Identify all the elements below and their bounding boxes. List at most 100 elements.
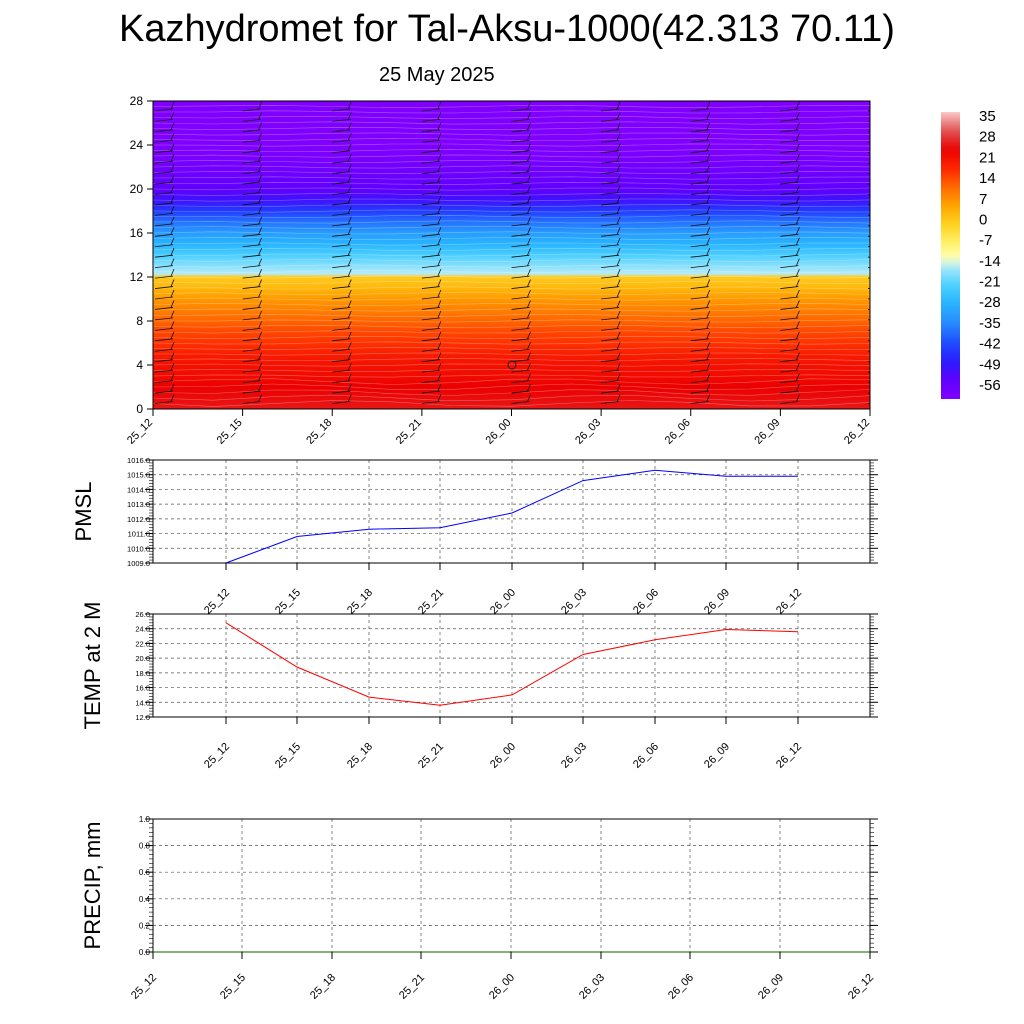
wind-barb [780,181,799,185]
wind-barb [154,233,174,237]
wind-barb [421,265,440,269]
wind-barb-flag [616,206,621,214]
wind-barb-flag [884,353,887,360]
wind-barb-flag [258,122,262,130]
wind-barb-flag [616,216,621,225]
wind-barb [867,340,870,342]
wind-barb-flag [170,133,175,141]
wind-barb-flag [884,395,887,402]
wind-barb [332,139,351,143]
wind-barb-flag [796,164,800,172]
wind-barb-flag [258,153,262,162]
wind-barb [421,150,440,154]
wind-barb-flag [706,227,711,235]
wind-barb-flag [437,268,442,277]
x-tick-label: 25_21 [416,587,446,617]
wind-barb [332,401,351,404]
wind-barb-flag [170,279,175,287]
wind-barb-flag [347,206,352,214]
wind-barb [690,390,709,394]
isotherm-line [153,215,870,219]
wind-barb [690,348,709,352]
wind-barb [511,118,530,122]
wind-barb [690,171,709,174]
colorbar-label: -42 [979,336,1001,353]
isotherm-line [153,313,870,318]
wind-barb-flag [616,122,621,130]
wind-barb [867,256,870,258]
wind-barb [690,139,709,143]
wind-barb [242,129,261,133]
wind-barb-flag [616,174,621,183]
wind-barb-flag [527,174,531,183]
wind-barb [511,275,530,279]
wind-barb [690,192,709,195]
wind-barb [421,213,440,216]
cross-section-panel: 0 4 8 12 16 20 24 28 25_12 25_15 25_18 25_21 26_00 26… [125,94,887,447]
wind-barb [601,338,620,342]
wind-barb [867,193,870,195]
wind-barb [511,202,530,206]
isotherm-line [153,132,870,136]
wind-barb [867,329,870,331]
wind-barb [780,275,799,279]
wind-barb [780,317,799,321]
y-tick-label: 18.0 [135,669,150,678]
isotherm-line [153,137,870,141]
wind-barb [511,223,530,227]
wind-barb [867,131,870,133]
wind-barb-flag [347,133,352,141]
colorbar-label: -28 [979,294,1001,311]
x-tick-label: 25_21 [394,417,424,447]
colorbar: 35 28 21 14 7 0 -7 -14 -21 -28 -35 -42 -49 -56 [941,108,1001,399]
y-tick-label: 8 [136,314,143,328]
wind-barb-flag [347,331,352,339]
y-tick-label: 0.0 [139,948,151,957]
wind-barb [421,307,440,310]
wind-barb-flag [258,268,262,277]
x-tick-label: 25_15 [215,417,245,447]
wind-barb [601,202,620,206]
x-tick-label: 26_06 [631,587,661,617]
wind-barb-flag [527,331,531,339]
wind-barb-flag [706,258,711,266]
wind-barb-flag [258,258,262,266]
wind-barb-flag [437,101,442,110]
isotherm-line [153,154,870,158]
wind-barb [690,317,709,321]
wind-barb [154,108,174,112]
wind-barb [867,319,870,321]
wind-barb-flag [796,258,800,266]
wind-barb-flag [527,185,531,193]
wind-barb [780,286,799,289]
y-tick-label: 0.4 [139,895,151,904]
wind-barb [867,152,870,154]
wind-barb-flag [437,164,442,172]
wind-barb [780,296,799,300]
isotherm-line [153,363,870,367]
wind-barb [332,202,351,206]
wind-barb [780,192,799,195]
wind-barb-flag [170,289,175,298]
isotherm-line [153,286,870,290]
wind-barb [421,327,440,331]
wind-barb [154,338,174,342]
wind-barb [421,254,440,258]
wind-barb-flag [884,363,887,370]
wind-barb-flag [347,122,352,130]
isotherm-line [153,181,870,185]
wind-barb [867,308,870,310]
x-tick-label: 25_15 [273,741,303,771]
wind-barb-flag [706,342,711,350]
wind-barb-flag [347,248,352,256]
wind-barb-flag [884,227,887,234]
wind-barb [154,348,174,352]
wind-barb [867,267,870,269]
wind-barb-flag [347,101,352,110]
colorbar-label: -56 [979,377,1001,394]
wind-barb [601,181,620,185]
wind-barb-flag [796,279,800,287]
wind-barb-flag [347,237,352,245]
wind-barb [421,192,440,195]
wind-barb [332,223,351,227]
